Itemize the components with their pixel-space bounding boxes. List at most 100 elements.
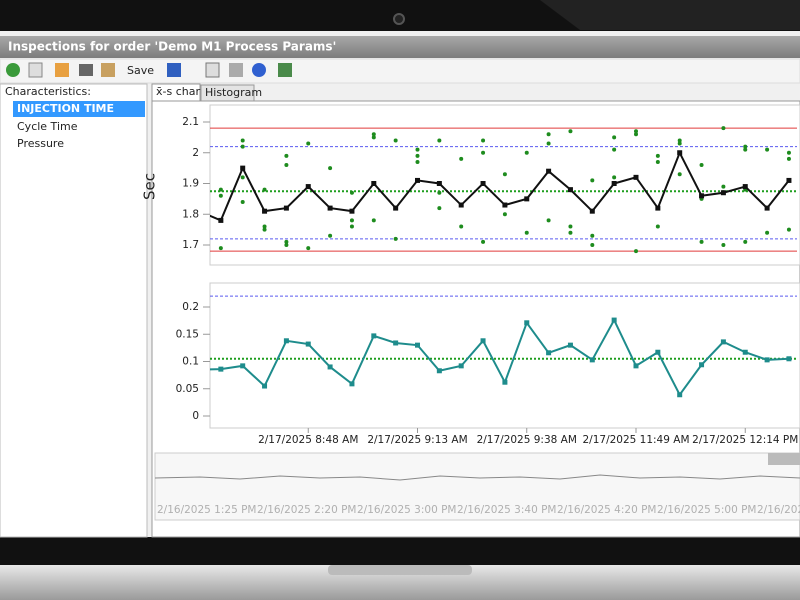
sidebar-item[interactable]: Cycle Time (17, 120, 78, 133)
sample-point (699, 163, 704, 168)
selected-item[interactable] (13, 101, 145, 117)
sample-point (590, 233, 595, 238)
y-axis-title: Sec (141, 173, 159, 200)
sample-point (590, 243, 595, 247)
sample-point (502, 172, 507, 177)
tab-label[interactable]: x̄-s chart (156, 85, 205, 98)
plot-layer (210, 295, 797, 398)
sample-point (743, 147, 748, 152)
data-point (699, 362, 705, 368)
navigator-label: 2/16/2025 1:25 PM (157, 504, 256, 516)
sample-point (612, 135, 617, 140)
sample-point (328, 233, 333, 238)
data-point (393, 340, 399, 346)
plot-area (209, 282, 800, 429)
data-point (480, 181, 486, 186)
data-point (742, 184, 748, 190)
tool-button[interactable] (278, 63, 292, 77)
sample-point (284, 239, 289, 244)
sample-point (393, 236, 398, 241)
sample-point (546, 218, 551, 223)
back-button[interactable] (6, 63, 20, 77)
data-point (786, 177, 792, 183)
data-point (262, 208, 268, 214)
data-point (524, 196, 530, 202)
data-point (655, 205, 661, 211)
y-tick-label: 0.1 (182, 356, 199, 368)
data-point (458, 363, 464, 369)
data-point (502, 202, 508, 208)
sample-point (699, 239, 704, 244)
data-point (305, 184, 311, 190)
sample-point (437, 138, 442, 143)
data-point (415, 342, 420, 348)
data-point (786, 356, 792, 362)
navigator-label: 2/16/2025 (757, 504, 800, 516)
sample-point (393, 138, 398, 143)
y-tick-label: 1.8 (182, 208, 199, 220)
data-point (262, 383, 268, 389)
sample-point (415, 147, 420, 152)
x-tick-label: 2/17/2025 9:38 AM (477, 434, 577, 446)
data-point (371, 333, 377, 339)
tool-button[interactable] (55, 63, 69, 77)
sample-point (721, 243, 726, 247)
sidebar-item[interactable]: INJECTION TIME (17, 102, 114, 115)
data-point (633, 174, 639, 180)
x-tick-label: 2/17/2025 12:14 PM (692, 434, 798, 446)
data-point (720, 339, 726, 345)
tool-button[interactable] (101, 63, 115, 77)
sidebar-item[interactable]: Pressure (17, 137, 64, 150)
sample-point (786, 227, 791, 232)
sample-point (721, 126, 726, 131)
data-point (218, 217, 224, 223)
help-button[interactable] (252, 63, 266, 77)
data-point (240, 363, 246, 369)
sample-point (459, 224, 464, 229)
sample-point (634, 249, 638, 254)
data-point (546, 350, 552, 356)
sample-point (481, 150, 486, 155)
tool-button[interactable] (167, 63, 181, 77)
sample-point (721, 184, 726, 189)
camera (393, 13, 405, 25)
data-point (436, 368, 442, 374)
sample-point (655, 153, 660, 158)
sample-point (786, 150, 791, 155)
tab-label[interactable]: Histogram (205, 86, 262, 99)
sample-point (568, 230, 573, 235)
tool-button[interactable] (79, 64, 93, 76)
y-tick-label: 1.7 (182, 239, 199, 251)
sample-point (612, 147, 617, 152)
navigator-label: 2/16/2025 4:20 PM (557, 504, 656, 516)
y-tick-label: 0.05 (176, 383, 199, 395)
sample-point (546, 141, 551, 146)
navigator-sparkline (154, 474, 800, 481)
plot-area (209, 104, 800, 266)
sample-point (306, 246, 311, 251)
save-button[interactable]: Save (127, 64, 154, 77)
tool-button[interactable] (28, 62, 43, 78)
sample-point (371, 135, 376, 140)
data-point (546, 168, 552, 174)
sample-point (306, 141, 311, 146)
tool-button[interactable] (229, 63, 243, 77)
sample-point (568, 129, 573, 134)
sample-point (743, 144, 748, 149)
bezel-shine (540, 0, 800, 30)
data-point (458, 202, 464, 208)
sample-point (459, 156, 464, 161)
data-point (305, 341, 311, 347)
data-point (218, 366, 224, 372)
navigator-label: 2/16/2025 2:20 PM (257, 504, 356, 516)
sample-point (415, 159, 420, 164)
sample-point (284, 243, 289, 247)
navigator-label: 2/16/2025 3:00 PM (357, 504, 456, 516)
tool-button[interactable] (205, 62, 220, 78)
navigator-label: 2/16/2025 3:40 PM (457, 504, 556, 516)
sample-point (677, 172, 682, 177)
sample-point (262, 227, 267, 232)
sample-point (502, 212, 507, 217)
y-tick-label: 0.2 (182, 301, 199, 313)
sample-point (262, 187, 267, 192)
